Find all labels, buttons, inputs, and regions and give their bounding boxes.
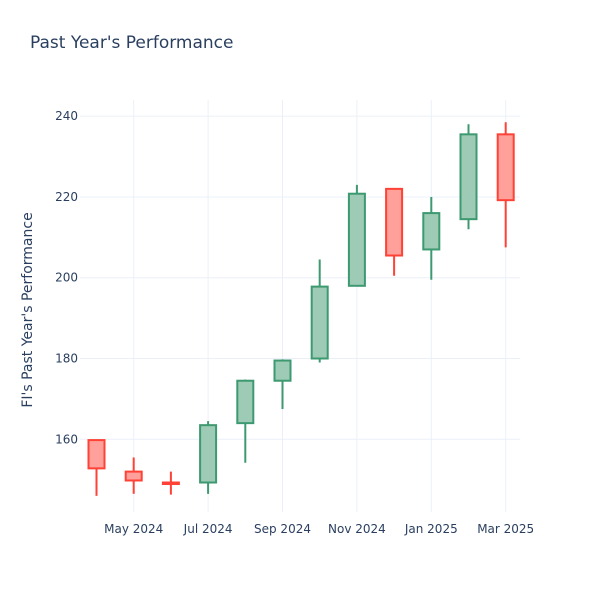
- candle-body: [236, 379, 255, 425]
- grid-layer: [80, 100, 520, 512]
- y-tick-label: 220: [55, 190, 78, 204]
- candle-apr-2024[interactable]: [87, 439, 106, 496]
- y-tick-label: 200: [55, 271, 78, 285]
- x-tick-label: Mar 2025: [477, 522, 534, 536]
- y-axis-title: FI's Past Year's Performance: [20, 212, 36, 407]
- candle-body: [496, 133, 515, 202]
- candle-aug-2024[interactable]: [236, 379, 255, 463]
- candle-feb-2025[interactable]: [459, 124, 478, 230]
- candle-sep-2024[interactable]: [273, 359, 292, 409]
- candle-jun-2024[interactable]: [161, 471, 180, 495]
- candle-oct-2024[interactable]: [310, 259, 329, 363]
- candle-body: [87, 439, 106, 470]
- candle-may-2024[interactable]: [124, 457, 143, 494]
- candle-layer: [87, 122, 515, 496]
- x-tick-label: Nov 2024: [328, 522, 386, 536]
- candle-nov-2024[interactable]: [347, 184, 366, 287]
- candle-jul-2024[interactable]: [199, 421, 218, 494]
- y-tick-label: 160: [55, 432, 78, 446]
- candle-body: [199, 424, 218, 484]
- candle-body: [385, 187, 404, 257]
- candle-body: [273, 359, 292, 382]
- y-tick-label: 180: [55, 352, 78, 366]
- axis-layer: FI's Past Year's Performance 160 180 200 22…: [20, 109, 534, 536]
- candle-dec-2024[interactable]: [385, 187, 404, 276]
- candle-mar-2025[interactable]: [496, 122, 515, 248]
- candle-body: [161, 481, 180, 486]
- x-tick-label: Jul 2024: [183, 522, 233, 536]
- candle-body: [347, 192, 366, 287]
- x-tick-label: May 2024: [104, 522, 163, 536]
- x-tick-label: Jan 2025: [404, 522, 458, 536]
- x-tick-label: Sep 2024: [254, 522, 311, 536]
- candle-body: [422, 212, 441, 251]
- chart-title: Past Year's Performance: [30, 33, 234, 53]
- candle-body: [124, 470, 143, 482]
- candle-jan-2025[interactable]: [422, 196, 441, 280]
- y-tick-label: 240: [55, 109, 78, 123]
- candle-body: [459, 133, 478, 221]
- candle-body: [310, 285, 329, 360]
